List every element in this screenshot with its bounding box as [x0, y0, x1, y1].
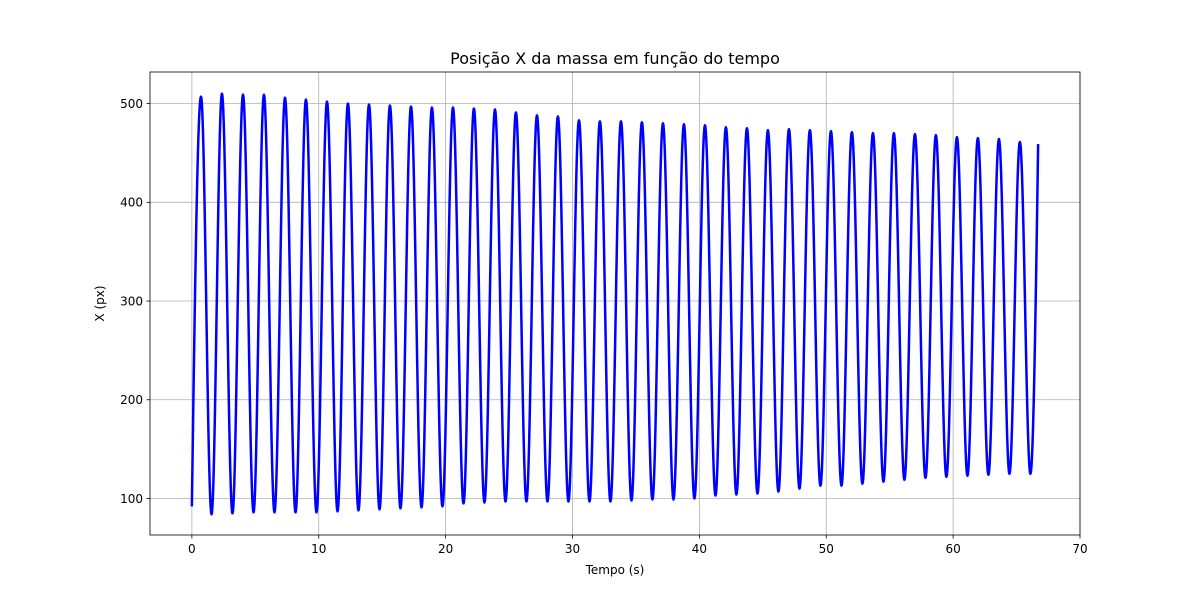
plot-area — [190, 92, 1040, 516]
axes-frame — [149, 71, 1081, 536]
x-axis-ticks: 0 10 20 30 40 50 60 70 — [188, 535, 1088, 556]
x-tick-label: 50 — [819, 542, 834, 556]
x-tick-label: 40 — [692, 542, 707, 556]
x-axis-label: Tempo (s) — [585, 563, 645, 577]
y-tick-label: 200 — [120, 393, 143, 407]
y-tick-label: 400 — [120, 196, 143, 210]
y-axis-label: X (px) — [93, 285, 107, 321]
x-tick-label: 30 — [565, 542, 580, 556]
y-tick-label: 500 — [120, 97, 143, 111]
x-tick-label: 20 — [438, 542, 453, 556]
x-tick-label: 70 — [1072, 542, 1087, 556]
chart-title: Posição X da massa em função do tempo — [450, 49, 780, 68]
series-line — [190, 92, 1040, 516]
x-tick-label: 0 — [188, 542, 196, 556]
y-axis-ticks: 100 200 300 400 500 — [120, 97, 150, 506]
x-tick-label: 60 — [945, 542, 960, 556]
y-tick-label: 100 — [120, 492, 143, 506]
y-tick-label: 300 — [120, 294, 143, 308]
x-tick-label: 10 — [311, 542, 326, 556]
